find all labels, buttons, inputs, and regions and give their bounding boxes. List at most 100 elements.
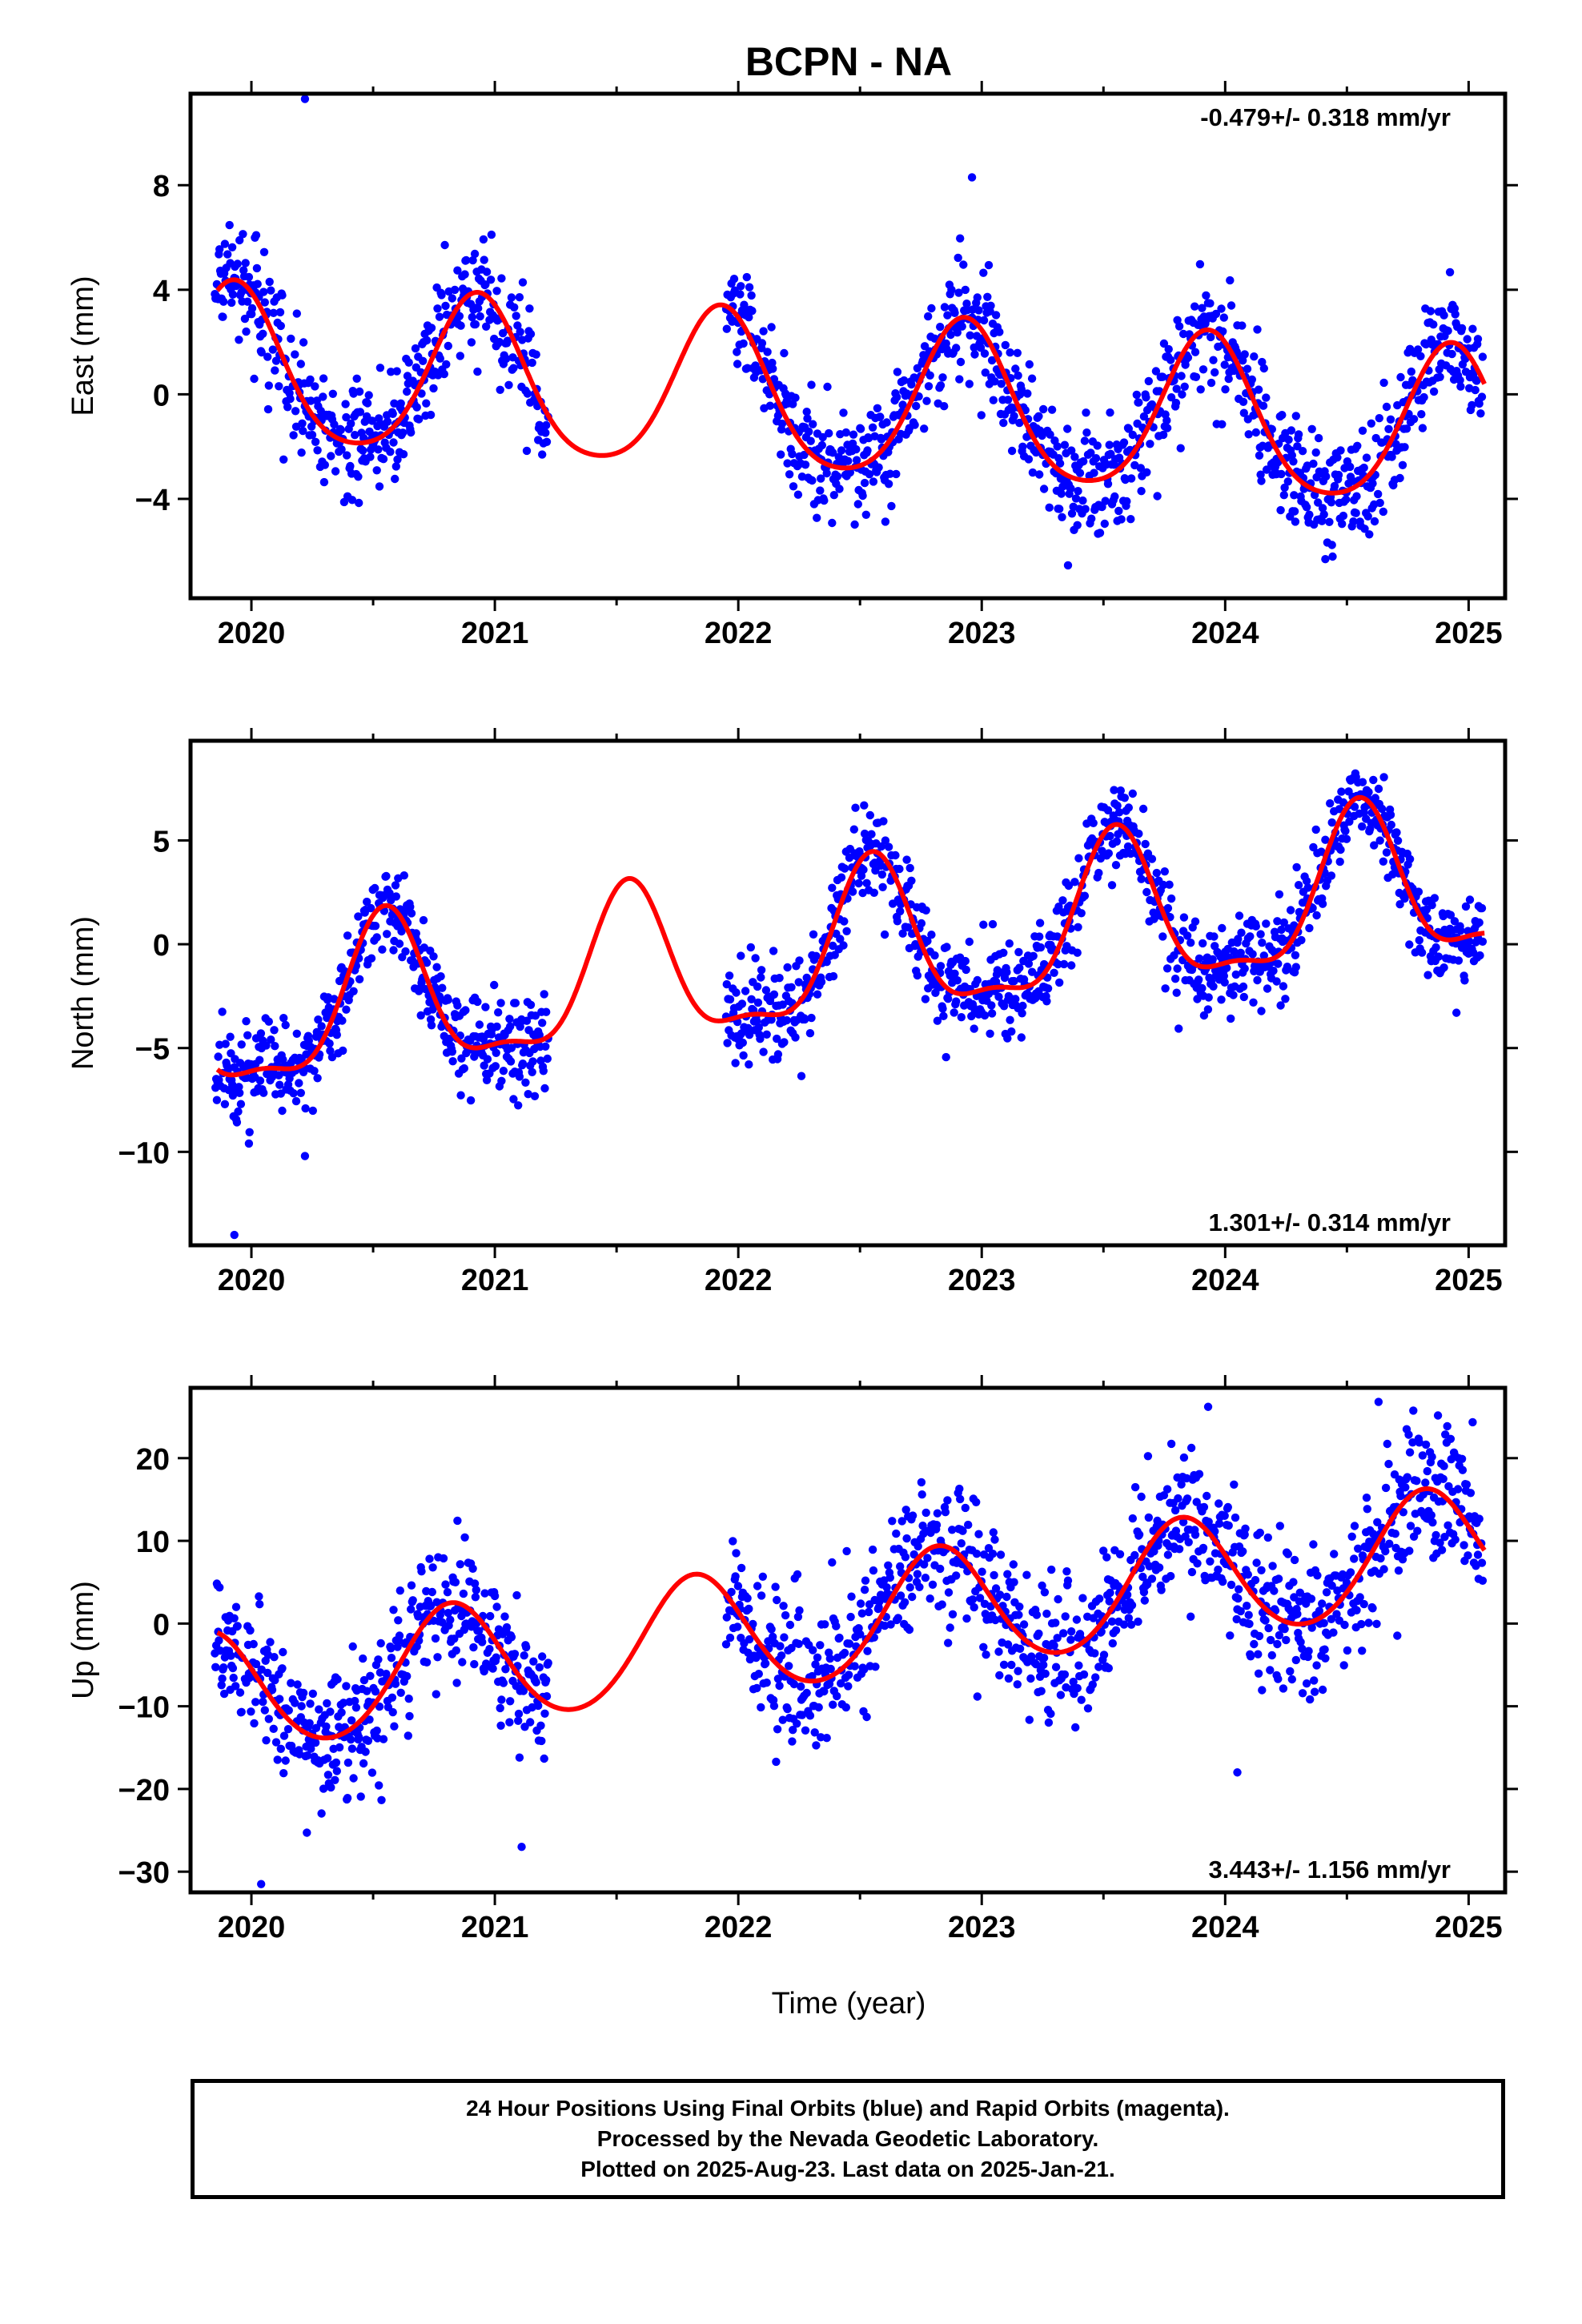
data-point (924, 312, 933, 321)
data-point (1215, 1519, 1224, 1528)
data-point (845, 468, 855, 477)
data-point (776, 1642, 785, 1651)
data-point (1104, 1663, 1114, 1673)
data-point (727, 1587, 736, 1597)
data-point (1022, 1570, 1031, 1579)
data-point (852, 444, 861, 454)
data-point (1290, 491, 1299, 500)
data-point (723, 1039, 732, 1047)
data-point (1164, 344, 1173, 354)
data-point (1404, 1430, 1413, 1439)
data-point (1074, 923, 1082, 932)
data-point (363, 399, 372, 408)
data-point (1294, 430, 1303, 439)
data-point (268, 345, 277, 354)
data-point (412, 929, 420, 938)
data-point (1451, 1535, 1460, 1544)
data-point (865, 470, 874, 479)
data-point (902, 855, 911, 864)
data-point (263, 404, 273, 414)
data-point (989, 1528, 998, 1537)
data-point (1067, 446, 1076, 455)
data-point (422, 336, 432, 345)
data-point (939, 1011, 948, 1021)
data-point (1335, 805, 1344, 814)
data-point (1004, 1674, 1014, 1683)
data-point (987, 1001, 996, 1010)
data-point (371, 922, 380, 931)
data-point (1163, 1550, 1173, 1559)
data-point (1165, 880, 1174, 889)
data-point (1103, 480, 1113, 489)
data-point (1202, 291, 1211, 300)
data-point (950, 308, 959, 317)
data-point (1254, 1669, 1263, 1678)
data-point (1184, 1538, 1193, 1547)
data-point (505, 1718, 514, 1727)
data-point (1126, 474, 1136, 483)
footer-line-1: 24 Hour Positions Using Final Orbits (bl… (466, 2096, 1230, 2121)
data-point (1352, 1606, 1361, 1615)
data-point (869, 477, 878, 486)
data-point (1263, 984, 1272, 993)
data-point (1123, 842, 1133, 851)
data-point (391, 881, 400, 890)
data-point (780, 1633, 789, 1642)
data-point (1239, 982, 1248, 991)
data-point (1166, 393, 1176, 402)
data-point (1218, 923, 1227, 933)
data-point (481, 280, 490, 289)
data-point (844, 456, 853, 465)
plot-frame (188, 91, 1508, 601)
data-point (876, 412, 885, 421)
data-point (359, 446, 367, 455)
data-point (270, 1653, 279, 1662)
data-point (371, 1687, 380, 1696)
data-point (448, 1057, 457, 1066)
data-point (1142, 887, 1151, 897)
data-point (962, 965, 970, 975)
data-point (946, 330, 955, 340)
data-point (1069, 1677, 1078, 1687)
data-point (965, 380, 974, 388)
data-point (922, 396, 931, 405)
data-point (725, 971, 734, 980)
data-point (422, 1658, 432, 1667)
data-point (502, 354, 511, 364)
data-point (1074, 854, 1083, 862)
data-point (540, 1709, 549, 1718)
data-point (1047, 1565, 1056, 1574)
data-point (1439, 311, 1448, 320)
data-point (1179, 1453, 1189, 1462)
data-point (962, 1614, 971, 1623)
data-point (1239, 992, 1249, 1002)
data-points (211, 1397, 1488, 1888)
data-point (994, 1647, 1003, 1656)
data-point (1159, 1491, 1169, 1500)
data-point (515, 1072, 524, 1081)
data-point (908, 1592, 917, 1602)
data-point (1132, 390, 1142, 400)
data-point (1296, 1638, 1305, 1647)
data-point (1106, 831, 1114, 841)
data-point (1137, 875, 1146, 883)
data-point (510, 303, 519, 312)
data-point (1102, 1553, 1111, 1562)
data-point (987, 1009, 997, 1018)
data-point (1473, 335, 1483, 344)
data-point (794, 1639, 803, 1648)
data-point (1087, 514, 1096, 523)
data-point (1382, 402, 1391, 412)
data-point (1291, 517, 1300, 526)
data-point (307, 430, 317, 440)
data-point (333, 1675, 342, 1684)
data-point (841, 1703, 851, 1712)
data-point (342, 412, 351, 422)
data-point (219, 312, 227, 321)
data-point (1329, 1628, 1338, 1637)
data-point (346, 461, 355, 471)
data-point (1203, 1491, 1211, 1501)
data-point (355, 408, 365, 416)
data-point (1368, 479, 1377, 488)
